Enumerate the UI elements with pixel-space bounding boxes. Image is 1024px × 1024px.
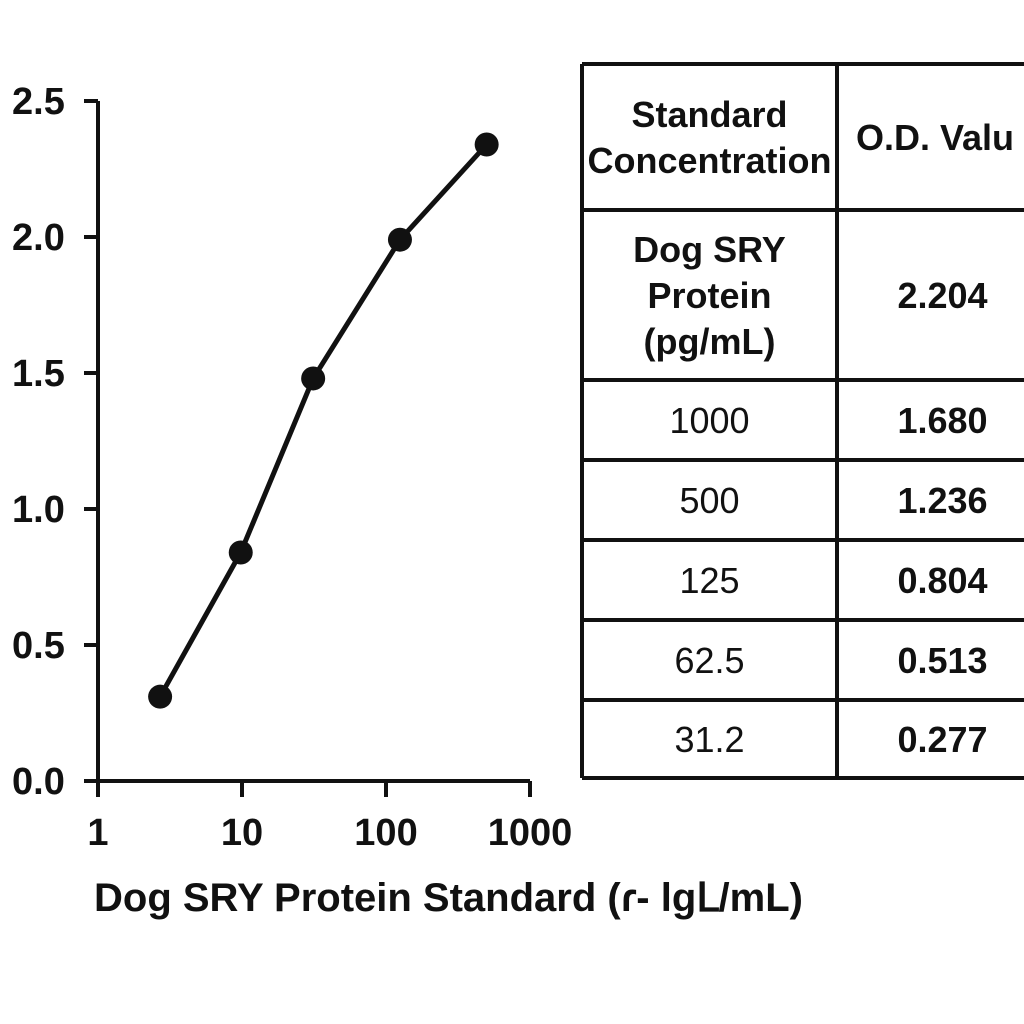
table-concentration: 1000 [669, 400, 749, 441]
data-table: Standard Concentration O.D. Valu Dog SRY Pro… [580, 62, 1024, 780]
data-point [148, 684, 173, 709]
x-tick-label: 1 [87, 812, 108, 854]
table-unit-label: Dog SRY Protein (pg/mL) [633, 229, 786, 362]
table-concentration: 500 [679, 480, 739, 521]
plot-area: 0.0 0.5 1.0 1.5 2.0 2.5 1 10 100 1000 [12, 81, 572, 854]
table-od-value: 1.236 [897, 480, 987, 521]
series-line [157, 142, 489, 698]
table-od-value: 1.680 [897, 400, 987, 441]
table-concentration: 62.5 [674, 640, 744, 681]
table-od-value: 0.804 [897, 560, 987, 601]
data-point [474, 132, 499, 157]
y-tick-label: 1.5 [12, 353, 65, 395]
table-od-value: 0.513 [897, 640, 987, 681]
y-tick-label: 1.0 [12, 489, 65, 531]
table-header-od-value: O.D. Valu [856, 117, 1014, 158]
y-tick-label: 2.5 [12, 81, 65, 123]
table-header-concentration: Standard Concentration [587, 94, 831, 181]
data-point [387, 227, 412, 252]
x-tick-label: 100 [354, 812, 417, 854]
table-od-value: 2.204 [897, 275, 987, 316]
x-tick-label: 10 [221, 812, 263, 854]
y-tick-label: 0.0 [12, 761, 65, 803]
x-tick-label: 1000 [488, 812, 573, 854]
y-tick-label: 2.0 [12, 217, 65, 259]
data-point [228, 540, 253, 565]
table-concentration: 31.2 [674, 719, 744, 760]
table-concentration: 125 [679, 560, 739, 601]
table-od-value: 0.277 [897, 719, 987, 760]
y-tick-label: 0.5 [12, 625, 65, 667]
data-point [301, 366, 326, 391]
x-axis-title: Dog SRY Protein Standard (ɾ- lgᒪ/mL) [94, 876, 803, 920]
